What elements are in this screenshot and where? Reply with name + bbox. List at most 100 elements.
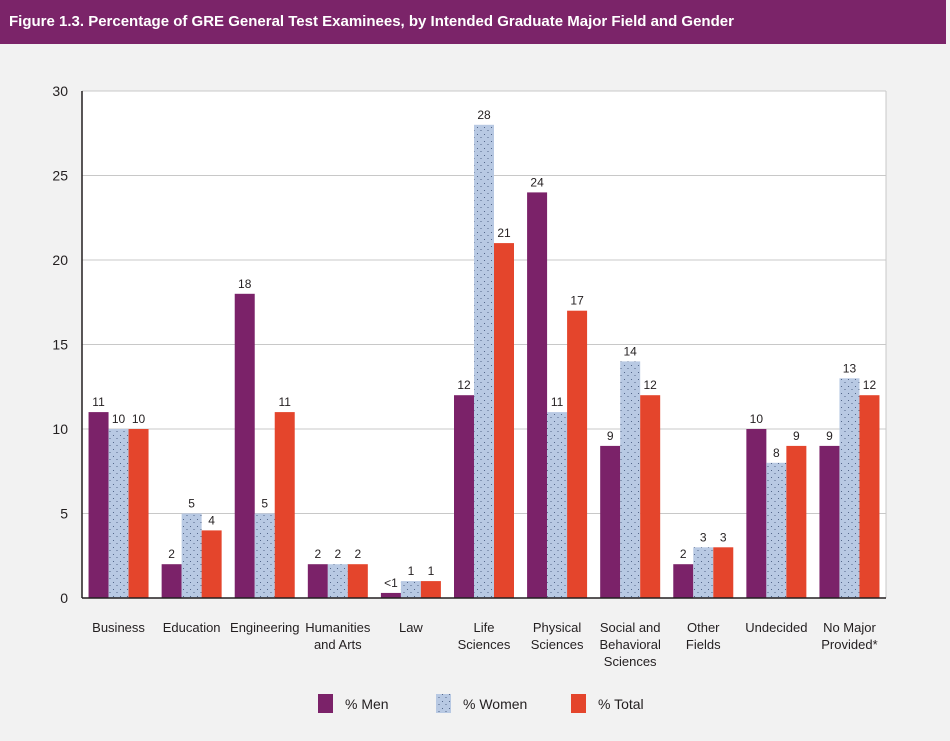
- bar-women: [474, 124, 494, 599]
- bar-total: [201, 530, 222, 598]
- data-label: 13: [843, 361, 857, 375]
- bar-women: [254, 513, 275, 598]
- x-tick-label: Sciences: [604, 654, 657, 669]
- legend-label-women: % Women: [463, 696, 527, 712]
- data-label: 12: [457, 378, 471, 392]
- x-tick-label: Humanities: [305, 620, 371, 635]
- bar-men: [88, 412, 109, 598]
- x-tick-label: Behavioral: [599, 637, 661, 652]
- bar-total: [713, 547, 734, 598]
- x-tick-label: Fields: [686, 637, 721, 652]
- bar-total: [640, 395, 661, 598]
- y-tick-label: 25: [52, 168, 68, 184]
- x-tick-label: Education: [163, 620, 221, 635]
- bar-women: [108, 429, 129, 598]
- title-bar: Figure 1.3. Percentage of GRE General Te…: [0, 0, 946, 44]
- data-label: 11: [551, 395, 564, 409]
- bar-total: [420, 581, 441, 598]
- legend-swatch-total: [571, 694, 586, 713]
- x-tick-label: Life: [474, 620, 495, 635]
- data-label: 3: [720, 530, 727, 544]
- bar-men: [161, 564, 182, 598]
- bar-men: [600, 445, 621, 598]
- x-tick-label: Sciences: [458, 637, 511, 652]
- y-tick-label: 0: [60, 590, 68, 606]
- bar-men: [307, 564, 328, 598]
- bar-women: [181, 513, 202, 598]
- bar-total: [786, 445, 807, 598]
- x-tick-label: Engineering: [230, 620, 299, 635]
- x-tick-label: Physical: [533, 620, 582, 635]
- legend-item-women: % Women: [436, 694, 527, 713]
- data-label: 21: [497, 226, 511, 240]
- data-label: 17: [570, 294, 584, 308]
- data-label: 11: [278, 395, 291, 409]
- data-label: 12: [863, 378, 877, 392]
- bar-men: [454, 395, 474, 598]
- x-tick-label: Social and: [600, 620, 661, 635]
- x-tick-label: and Arts: [314, 637, 362, 652]
- data-label: 5: [261, 497, 268, 511]
- x-tick-label: Undecided: [745, 620, 807, 635]
- data-label: 2: [168, 547, 175, 561]
- y-tick-label: 30: [52, 83, 68, 99]
- data-label: <1: [384, 576, 398, 590]
- bar-total: [859, 395, 880, 598]
- data-label: 11: [92, 395, 105, 409]
- bar-women: [547, 412, 568, 598]
- legend-swatch-women: [436, 694, 451, 713]
- x-tick-label: Sciences: [531, 637, 584, 652]
- x-tick-label: Provided*: [821, 637, 877, 652]
- bar-total: [347, 564, 368, 598]
- bar-men: [234, 293, 255, 598]
- data-label: 18: [238, 277, 252, 291]
- figure-title: Figure 1.3. Percentage of GRE General Te…: [9, 13, 734, 30]
- bar-total: [128, 429, 149, 598]
- bar-women: [400, 581, 421, 598]
- data-label: 9: [607, 429, 614, 443]
- x-tick-label: Business: [92, 620, 145, 635]
- bar-men: [673, 564, 694, 598]
- bar-men: [380, 592, 401, 598]
- bar-women: [693, 547, 714, 598]
- data-label: 28: [477, 108, 491, 122]
- bar-women: [839, 378, 860, 598]
- data-label: 12: [644, 378, 658, 392]
- data-label: 2: [680, 547, 687, 561]
- data-label: 14: [624, 344, 638, 358]
- bar-women: [327, 564, 348, 598]
- data-label: 5: [188, 497, 195, 511]
- data-label: 2: [354, 547, 361, 561]
- data-label: 4: [208, 513, 215, 527]
- bar-total: [274, 412, 295, 598]
- data-label: 10: [750, 412, 764, 426]
- bar-men: [746, 429, 767, 598]
- legend-label-men: % Men: [345, 696, 389, 712]
- data-label: 10: [132, 412, 146, 426]
- y-tick-label: 20: [52, 252, 68, 268]
- data-label: 10: [112, 412, 126, 426]
- data-label: 24: [530, 175, 544, 189]
- bar-women: [766, 462, 787, 598]
- x-tick-label: Law: [399, 620, 423, 635]
- legend-item-total: % Total: [571, 694, 644, 713]
- y-tick-label: 10: [52, 421, 68, 437]
- legend-label-total: % Total: [598, 696, 644, 712]
- data-label: 2: [334, 547, 341, 561]
- bar-men: [527, 192, 548, 598]
- y-tick-label: 15: [52, 337, 68, 353]
- data-label: 1: [428, 564, 435, 578]
- data-label: 9: [826, 429, 833, 443]
- bar-total: [494, 243, 514, 598]
- x-tick-label: No Major: [823, 620, 876, 635]
- data-label: 9: [793, 429, 800, 443]
- legend-item-men: % Men: [318, 694, 389, 713]
- bar-total: [567, 310, 588, 598]
- x-tick-label: Other: [687, 620, 720, 635]
- y-tick-label: 5: [60, 506, 68, 522]
- data-label: 2: [314, 547, 321, 561]
- legend-swatch-men: [318, 694, 333, 713]
- bar-women: [620, 361, 641, 598]
- bar-men: [819, 445, 840, 598]
- data-label: 3: [700, 530, 707, 544]
